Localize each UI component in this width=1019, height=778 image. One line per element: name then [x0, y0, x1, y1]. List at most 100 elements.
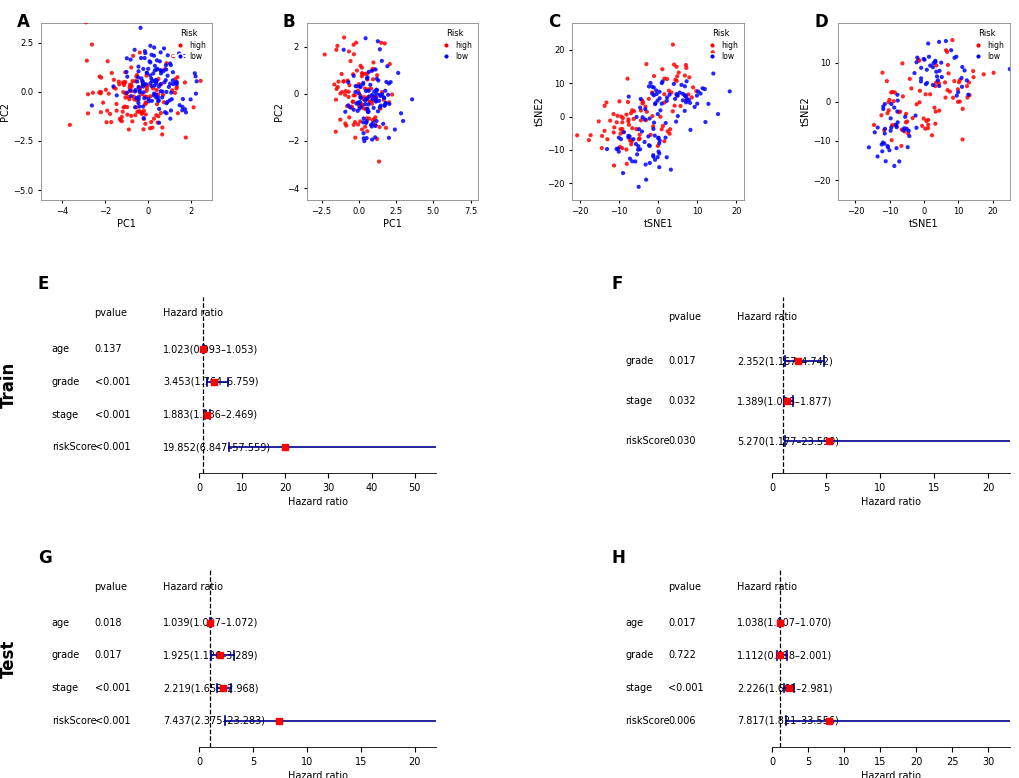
Point — [888, 120, 904, 132]
Point — [154, 86, 170, 98]
Point — [144, 121, 160, 134]
Point — [340, 45, 357, 58]
Point — [93, 86, 109, 98]
Point — [877, 75, 894, 87]
Point — [662, 163, 679, 176]
Text: 0.032: 0.032 — [667, 396, 695, 406]
Point — [902, 82, 918, 95]
Point — [643, 86, 659, 99]
Point — [657, 117, 674, 129]
Point — [162, 113, 178, 125]
Point — [352, 115, 368, 128]
Point — [364, 63, 380, 75]
Point — [938, 84, 955, 96]
Point — [131, 82, 148, 94]
Point — [686, 100, 702, 113]
Point — [889, 116, 905, 128]
Point — [143, 90, 159, 103]
Point — [355, 93, 371, 105]
Point — [153, 65, 169, 77]
Point — [148, 77, 164, 89]
Point — [102, 107, 118, 120]
Point — [923, 129, 940, 142]
Point — [158, 86, 174, 98]
Point — [328, 44, 344, 56]
Point — [609, 110, 626, 122]
Point — [147, 60, 163, 72]
Point — [151, 117, 167, 129]
Point — [357, 32, 373, 44]
Point — [118, 52, 135, 65]
Point — [77, 16, 94, 29]
Point — [119, 108, 136, 121]
Point — [146, 50, 162, 62]
Point — [596, 124, 612, 137]
Point — [131, 83, 148, 96]
Point — [95, 96, 111, 109]
Point — [103, 116, 119, 128]
Point — [163, 93, 179, 105]
Point — [643, 80, 659, 93]
Text: pvalue: pvalue — [667, 582, 700, 592]
Point — [404, 93, 420, 106]
Point — [185, 101, 202, 114]
Point — [936, 76, 953, 89]
Point — [137, 52, 153, 65]
Point — [676, 69, 692, 82]
X-axis label: tSNE1: tSNE1 — [643, 219, 673, 230]
Point — [114, 106, 130, 118]
Point — [959, 89, 975, 101]
Point — [123, 110, 140, 122]
Point — [112, 113, 128, 125]
Point — [927, 59, 944, 72]
Text: stage: stage — [52, 683, 78, 693]
Point — [369, 35, 385, 47]
Point — [873, 145, 890, 157]
Point — [147, 64, 163, 76]
Point — [79, 88, 96, 100]
Point — [130, 93, 147, 106]
Text: grade: grade — [52, 377, 81, 387]
Point — [647, 84, 663, 96]
Point — [171, 99, 187, 111]
Point — [149, 63, 165, 75]
Point — [598, 143, 614, 156]
Point — [899, 141, 915, 153]
Point — [669, 66, 686, 79]
Point — [677, 59, 693, 72]
Text: 7.817(1.821–33.556): 7.817(1.821–33.556) — [736, 716, 838, 726]
Point — [624, 122, 640, 135]
Point — [161, 94, 177, 107]
Point — [882, 98, 899, 110]
Point — [187, 87, 204, 100]
Point — [133, 72, 150, 85]
Point — [375, 117, 391, 130]
Point — [916, 122, 932, 135]
Point — [658, 151, 675, 163]
Point — [357, 103, 373, 115]
Point — [135, 63, 151, 75]
Point — [146, 113, 162, 125]
Point — [371, 89, 387, 101]
Point — [634, 97, 650, 110]
Point — [928, 70, 945, 82]
Point — [138, 79, 154, 92]
Text: Hazard ratio: Hazard ratio — [736, 582, 796, 592]
Point — [694, 82, 710, 95]
Point — [660, 89, 677, 101]
Point — [681, 96, 697, 109]
Point — [649, 132, 665, 145]
Point — [621, 118, 637, 131]
Point — [654, 120, 671, 132]
Text: grade: grade — [625, 356, 653, 366]
Point — [131, 100, 148, 113]
Point — [891, 106, 907, 118]
Point — [150, 110, 166, 122]
Point — [117, 91, 133, 103]
Point — [118, 87, 135, 100]
Point — [123, 85, 140, 97]
Point — [884, 95, 901, 107]
Point — [380, 131, 396, 144]
Point — [623, 134, 639, 146]
Point — [356, 132, 372, 145]
